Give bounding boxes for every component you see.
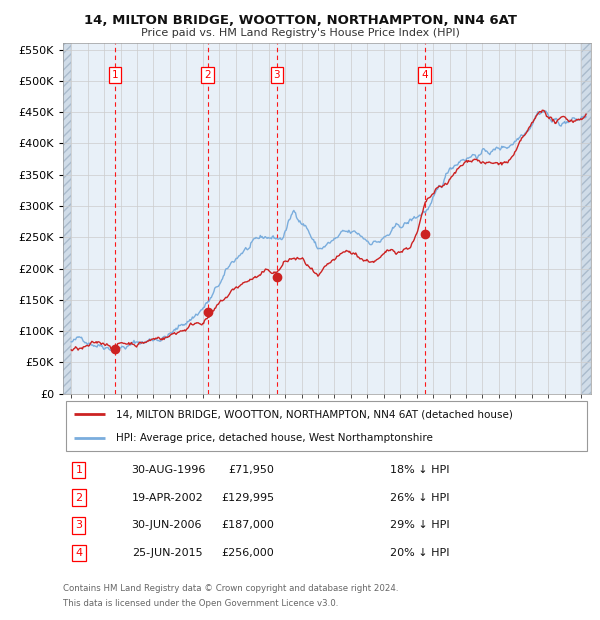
Text: 30-JUN-2006: 30-JUN-2006 [131, 520, 202, 531]
Text: 30-AUG-1996: 30-AUG-1996 [131, 464, 206, 475]
Text: 3: 3 [76, 520, 82, 531]
Text: 14, MILTON BRIDGE, WOOTTON, NORTHAMPTON, NN4 6AT: 14, MILTON BRIDGE, WOOTTON, NORTHAMPTON,… [83, 14, 517, 27]
Text: £71,950: £71,950 [229, 464, 274, 475]
Text: HPI: Average price, detached house, West Northamptonshire: HPI: Average price, detached house, West… [116, 433, 433, 443]
Text: £129,995: £129,995 [221, 492, 274, 503]
Text: 4: 4 [421, 69, 428, 80]
Bar [581, 43, 591, 394]
Text: 29% ↓ HPI: 29% ↓ HPI [391, 520, 450, 531]
Text: Price paid vs. HM Land Registry's House Price Index (HPI): Price paid vs. HM Land Registry's House … [140, 28, 460, 38]
Text: £187,000: £187,000 [221, 520, 274, 531]
Text: Contains HM Land Registry data © Crown copyright and database right 2024.: Contains HM Land Registry data © Crown c… [63, 584, 398, 593]
Bar [581, 43, 591, 394]
Text: 19-APR-2002: 19-APR-2002 [131, 492, 203, 503]
Text: 26% ↓ HPI: 26% ↓ HPI [391, 492, 450, 503]
Text: 1: 1 [112, 69, 118, 80]
Text: 14, MILTON BRIDGE, WOOTTON, NORTHAMPTON, NN4 6AT (detached house): 14, MILTON BRIDGE, WOOTTON, NORTHAMPTON,… [116, 409, 512, 419]
Text: 2: 2 [204, 69, 211, 80]
Bar [63, 43, 71, 394]
Text: 1: 1 [76, 464, 82, 475]
Text: This data is licensed under the Open Government Licence v3.0.: This data is licensed under the Open Gov… [63, 599, 338, 608]
Text: 2: 2 [75, 492, 82, 503]
FancyBboxPatch shape [65, 402, 587, 451]
Text: £256,000: £256,000 [221, 548, 274, 559]
Text: 25-JUN-2015: 25-JUN-2015 [131, 548, 202, 559]
Text: 3: 3 [274, 69, 280, 80]
Text: 4: 4 [75, 548, 82, 559]
Bar [63, 43, 71, 394]
Text: 18% ↓ HPI: 18% ↓ HPI [391, 464, 450, 475]
Text: 20% ↓ HPI: 20% ↓ HPI [391, 548, 450, 559]
